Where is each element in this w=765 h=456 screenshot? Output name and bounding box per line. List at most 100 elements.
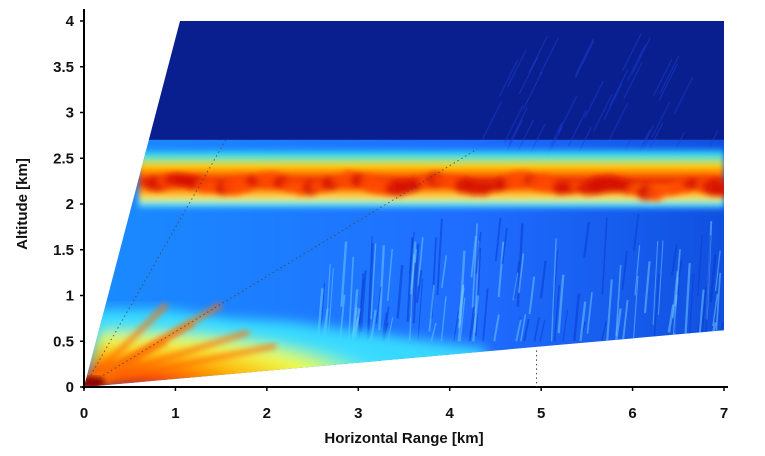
x-ticks: 0 1 2 3 4 5 6 7 — [80, 387, 728, 422]
streak — [440, 255, 448, 289]
streak — [453, 311, 460, 342]
streak — [347, 256, 355, 342]
streak — [553, 284, 561, 342]
y-tick-label: 0 — [66, 379, 74, 396]
streak — [622, 299, 629, 342]
streak — [657, 240, 664, 315]
streak — [621, 251, 628, 291]
x-tick-label: 0 — [80, 405, 88, 422]
streak — [600, 321, 607, 342]
streak — [673, 77, 694, 115]
streak — [688, 273, 695, 342]
layer-cell — [711, 184, 724, 197]
range-guide-line — [84, 148, 478, 387]
streak — [430, 322, 437, 342]
streak — [458, 250, 466, 326]
y-tick-label: 0.5 — [53, 333, 74, 350]
streak — [340, 241, 348, 307]
streak — [615, 265, 622, 336]
streak — [573, 293, 581, 342]
streak — [428, 284, 435, 332]
streak — [436, 218, 443, 296]
streak — [459, 297, 466, 342]
streak — [673, 285, 680, 334]
streak — [359, 270, 367, 333]
y-tick-label: 2.5 — [53, 150, 74, 167]
streak — [512, 272, 519, 301]
streak — [386, 248, 394, 301]
streak — [714, 272, 722, 342]
streak — [501, 227, 508, 265]
streak — [606, 279, 613, 342]
streak — [328, 268, 334, 333]
streak — [528, 276, 536, 315]
streak — [633, 214, 640, 252]
streak — [583, 221, 590, 258]
streak — [653, 273, 660, 338]
streak — [482, 101, 502, 140]
streak — [367, 242, 374, 341]
streak — [375, 286, 382, 324]
streak — [622, 33, 642, 71]
y-axis-label: Altitude [km] — [14, 158, 31, 250]
near-surface-ray — [84, 302, 169, 387]
streak — [697, 234, 703, 297]
radar-scan-sector — [84, 21, 724, 387]
streak — [562, 309, 569, 342]
streak — [714, 250, 721, 291]
streak — [415, 269, 423, 303]
streak — [440, 296, 447, 342]
streak — [523, 318, 530, 342]
y-tick-label: 1.5 — [53, 242, 74, 259]
streak — [634, 245, 641, 296]
streak — [507, 50, 527, 88]
streak — [412, 243, 420, 324]
x-tick-label: 6 — [628, 405, 636, 422]
streak — [539, 260, 547, 299]
y-tick-label: 2 — [66, 196, 74, 213]
streak — [574, 38, 595, 76]
streak — [370, 243, 377, 320]
y-tick-label: 3.5 — [53, 59, 74, 76]
streak — [396, 264, 404, 319]
streak — [366, 235, 373, 338]
streak — [586, 292, 593, 334]
streak — [472, 295, 480, 342]
x-tick-label: 4 — [446, 405, 455, 422]
streak — [651, 101, 671, 139]
streak — [579, 301, 587, 342]
near-surface-ray — [84, 329, 250, 387]
streak — [504, 105, 524, 143]
streak — [539, 37, 559, 75]
streak — [574, 40, 595, 78]
elevated-layer-cells — [145, 170, 724, 202]
streak — [469, 312, 476, 342]
streak — [508, 107, 529, 145]
y-ticks: 0 0.5 1 1.5 2 2.5 3 3.5 4 — [53, 13, 84, 396]
streak — [475, 231, 482, 275]
x-axis-label: Horizontal Range [km] — [324, 430, 483, 447]
streak — [643, 261, 651, 314]
streak — [528, 35, 548, 74]
streak — [709, 254, 717, 303]
streak — [482, 288, 489, 342]
streak — [632, 275, 639, 342]
streak — [601, 217, 608, 296]
streak — [408, 253, 415, 342]
streak — [494, 217, 502, 262]
streak — [623, 61, 643, 100]
streak — [667, 304, 675, 333]
streak — [517, 253, 525, 294]
streak — [406, 237, 414, 322]
streak — [652, 240, 659, 325]
y-tick-label: 3 — [66, 105, 74, 122]
streak — [518, 56, 539, 94]
streak — [671, 243, 678, 276]
streak — [705, 235, 712, 340]
streak — [712, 293, 719, 327]
streak — [631, 37, 651, 75]
x-tick-label: 1 — [171, 405, 179, 422]
streak — [626, 43, 647, 81]
streak — [550, 238, 557, 342]
